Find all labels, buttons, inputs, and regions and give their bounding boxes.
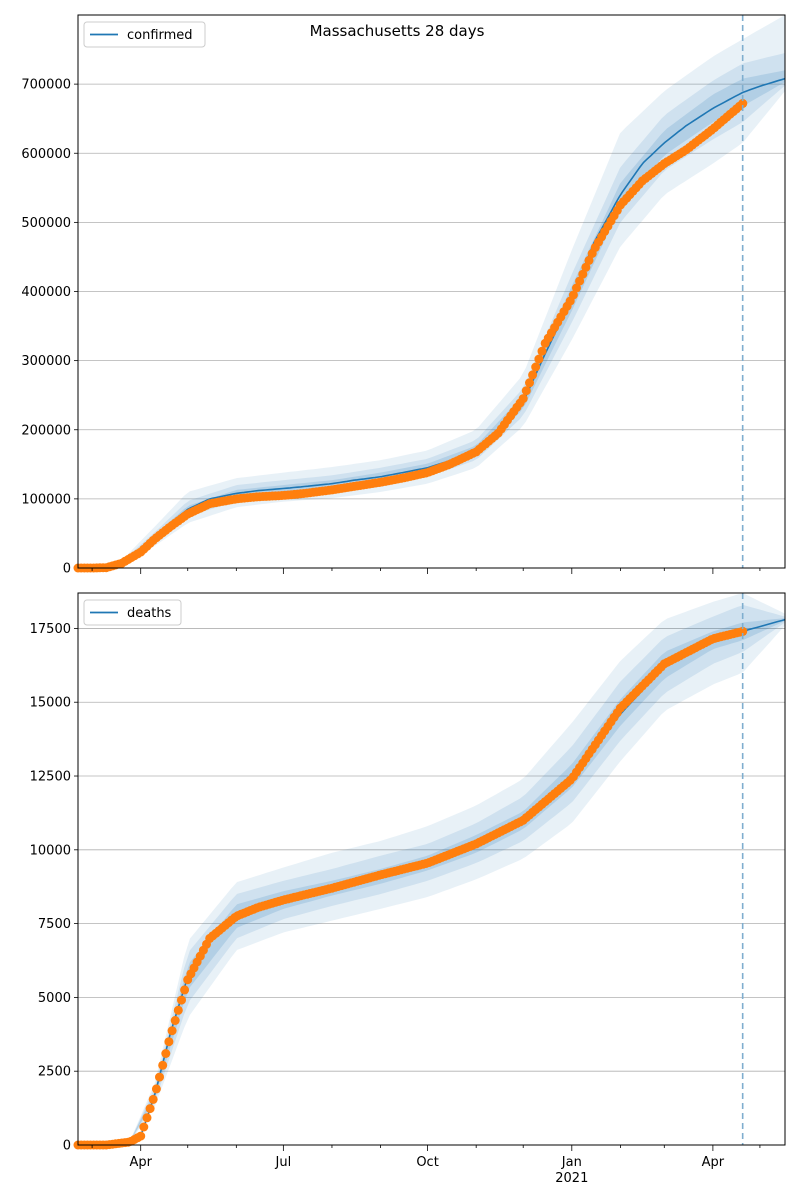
observed-point — [537, 346, 547, 356]
confirmed-panel: 0 100000 200000 300000 400000 500000 600000 700… — [21, 14, 786, 577]
y-tick-label: 12500 — [30, 770, 71, 785]
axes-frame — [77, 14, 786, 569]
observed-point — [568, 290, 578, 300]
observed-point — [531, 362, 541, 372]
confidence-band-middle — [78, 53, 785, 568]
observed-point — [155, 1072, 164, 1082]
legend-box — [83, 21, 206, 48]
legend-label: confirmed — [127, 28, 193, 43]
observed-point — [518, 394, 528, 404]
observed-point — [167, 1026, 177, 1036]
observed-point — [578, 269, 588, 279]
observed-point — [584, 255, 594, 265]
y-tick-label: 10000 — [30, 843, 71, 858]
confidence-band-outer — [78, 15, 785, 568]
y-tick-label: 200000 — [21, 423, 71, 438]
x-tick-label: Apr — [702, 1155, 725, 1170]
chart-title: Massachusetts 28 days — [310, 22, 485, 40]
y-tick-label: 2500 — [38, 1065, 71, 1080]
deaths-panel: 0 2500 5000 7500 10000 12500 15000 17500 Apr Jul O… — [30, 592, 786, 1186]
y-tick-label: 5000 — [38, 991, 71, 1006]
y-tick-label: 100000 — [21, 492, 71, 507]
observed-point — [521, 386, 531, 396]
x-tick-label: Jul — [275, 1155, 292, 1170]
observed-point — [738, 626, 748, 636]
observed-point — [170, 1016, 180, 1025]
y-tick-label: 700000 — [21, 78, 71, 93]
observed-point — [581, 262, 591, 272]
observed-point — [534, 354, 544, 364]
observed-point — [158, 1060, 168, 1070]
legend-box — [83, 599, 182, 626]
observed-point — [151, 1084, 161, 1094]
axes-frame — [77, 592, 786, 1146]
observed-point — [575, 276, 585, 286]
y-tick-label: 0 — [63, 562, 71, 577]
x-tick-label: Jan — [561, 1155, 582, 1170]
observed-point — [173, 1005, 183, 1015]
y-tick-label: 400000 — [21, 285, 71, 300]
observed-point — [136, 1131, 146, 1141]
y-tick-label: 600000 — [21, 147, 71, 162]
observed-point — [572, 283, 581, 293]
y-tick-label: 7500 — [38, 917, 71, 932]
y-tick-label: 500000 — [21, 216, 71, 231]
observed-point — [142, 1113, 152, 1123]
observed-point — [148, 1094, 158, 1104]
observed-point — [164, 1037, 174, 1047]
observed-point — [177, 995, 186, 1005]
observed-point — [145, 1104, 155, 1114]
observed-point — [528, 370, 538, 380]
y-tick-label: 300000 — [21, 354, 71, 369]
observed-point — [738, 99, 748, 108]
observed-point — [180, 985, 190, 995]
x-tick-label: Apr — [129, 1155, 152, 1170]
observed-point — [525, 378, 534, 388]
legend-label: deaths — [127, 606, 172, 621]
y-tick-label: 15000 — [30, 696, 71, 711]
confidence-band-middle — [78, 605, 785, 1145]
y-tick-label: 0 — [63, 1139, 71, 1154]
observed-point — [139, 1122, 149, 1132]
x-tick-label: Oct — [416, 1155, 438, 1170]
y-tick-label: 17500 — [30, 622, 71, 637]
observed-point — [161, 1049, 171, 1058]
x-tick-sublabel: 2021 — [555, 1171, 588, 1186]
